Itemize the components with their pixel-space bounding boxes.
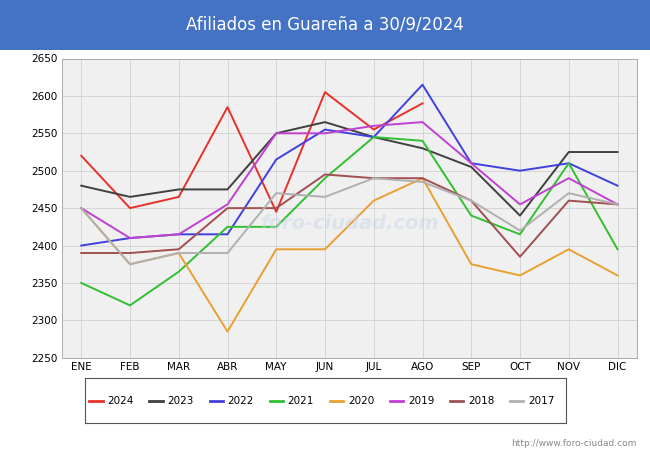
Text: 2020: 2020 — [348, 396, 374, 405]
Text: Afiliados en Guareña a 30/9/2024: Afiliados en Guareña a 30/9/2024 — [186, 16, 464, 34]
Text: 2021: 2021 — [288, 396, 314, 405]
Text: 2017: 2017 — [528, 396, 554, 405]
Text: foro-ciudad.com: foro-ciudad.com — [260, 214, 439, 233]
Text: 2024: 2024 — [107, 396, 134, 405]
Text: http://www.foro-ciudad.com: http://www.foro-ciudad.com — [512, 439, 637, 448]
Text: 2023: 2023 — [168, 396, 194, 405]
Text: 2022: 2022 — [227, 396, 254, 405]
Text: 2019: 2019 — [408, 396, 434, 405]
Text: 2018: 2018 — [468, 396, 495, 405]
